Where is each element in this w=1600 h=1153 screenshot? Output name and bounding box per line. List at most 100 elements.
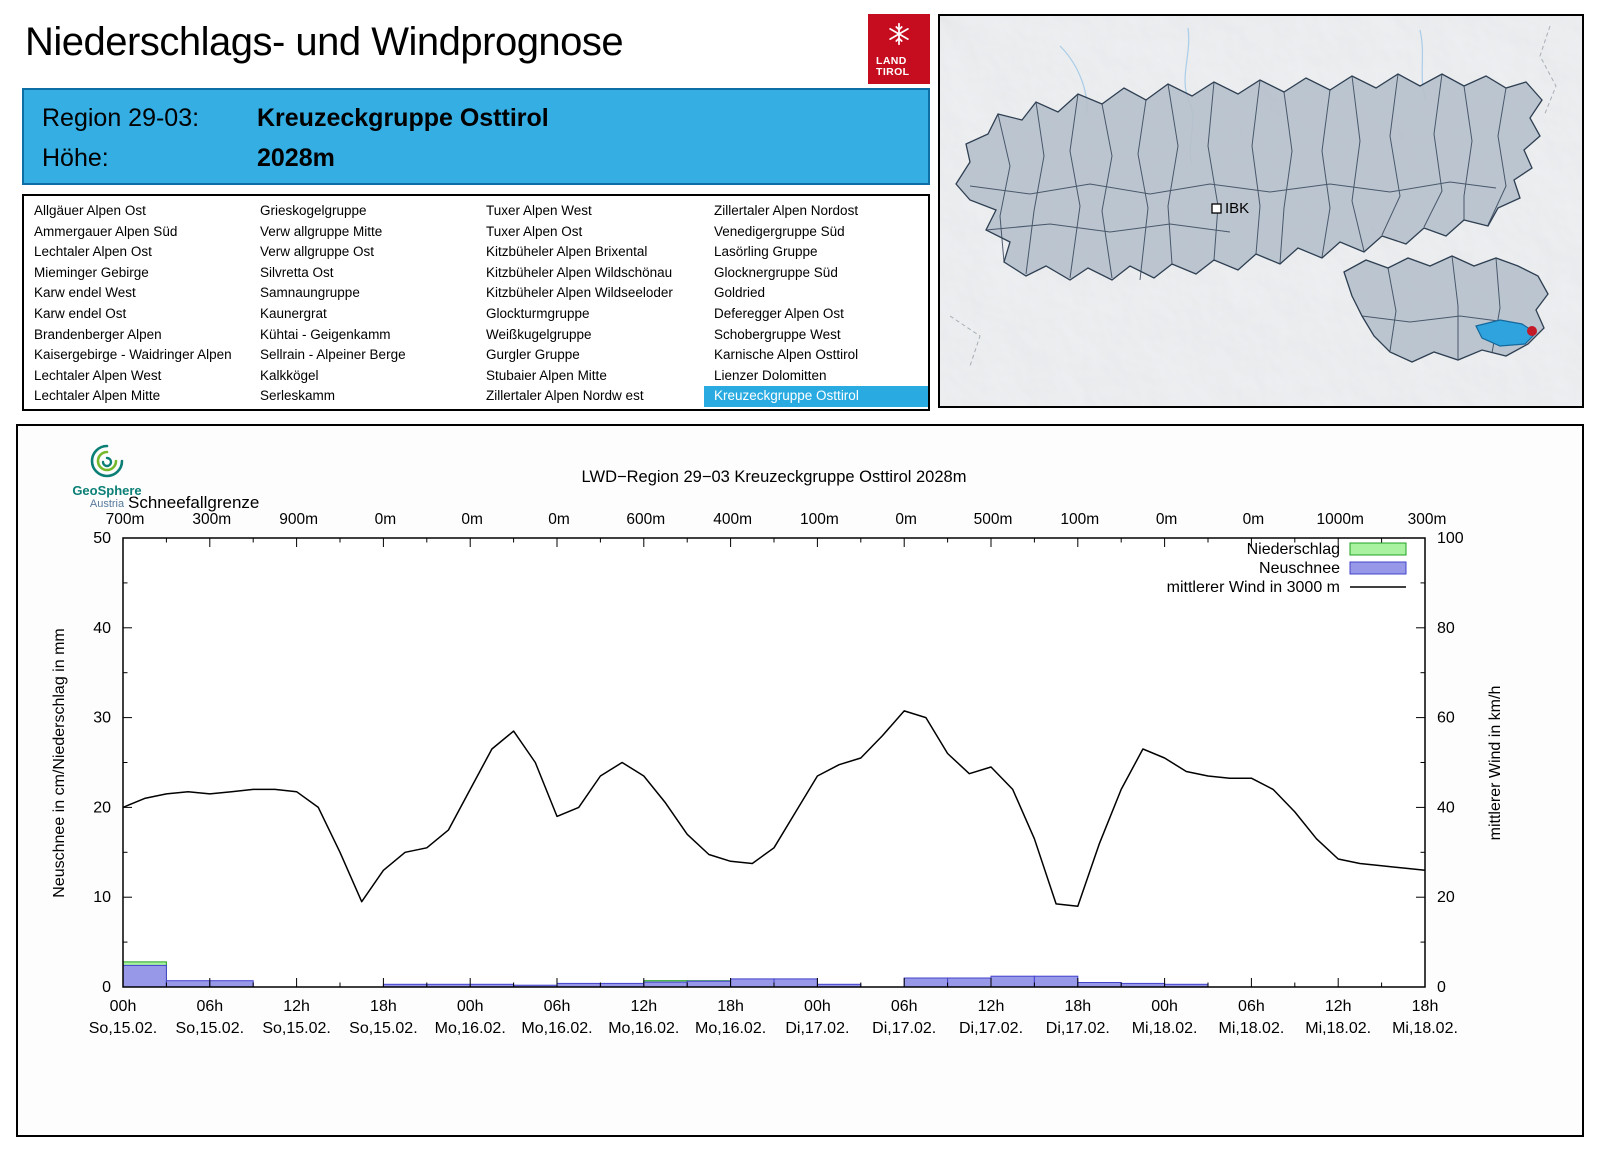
region-value: Kreuzeckgruppe Osttirol <box>257 103 549 132</box>
region-list-item[interactable]: Verw allgruppe Ost <box>260 244 375 260</box>
region-list-item[interactable]: Brandenberger Alpen <box>34 326 162 342</box>
svg-text:1000m: 1000m <box>1316 511 1363 528</box>
region-list-column: Grieskogelgruppe Verw allgruppe Mitte Verw… <box>250 201 476 407</box>
region-list-item[interactable]: Kaisergebirge - Waidringer Alpen <box>34 347 232 363</box>
svg-text:100m: 100m <box>800 511 839 528</box>
region-list-item[interactable]: Venedigergruppe Süd <box>714 223 845 239</box>
svg-text:Di,17.02.: Di,17.02. <box>1046 1020 1110 1037</box>
svg-text:18h: 18h <box>1064 998 1091 1015</box>
right-axis-title: mittlerer Wind in km/h <box>1487 686 1504 841</box>
region-list-item[interactable]: Goldried <box>714 285 766 301</box>
region-list-item[interactable]: Allgäuer Alpen Ost <box>34 203 146 218</box>
svg-text:Mo,16.02.: Mo,16.02. <box>435 1020 506 1037</box>
svg-text:So,15.02.: So,15.02. <box>176 1020 245 1037</box>
region-list-item[interactable]: Karw endel Ost <box>34 305 127 321</box>
region-list-item-selected[interactable]: Kreuzeckgruppe Osttirol <box>704 386 928 407</box>
svg-text:80: 80 <box>1437 620 1455 637</box>
region-list-item[interactable]: Stubaier Alpen Mitte <box>486 367 607 383</box>
svg-text:12h: 12h <box>978 998 1005 1015</box>
svg-text:So,15.02.: So,15.02. <box>89 1020 158 1037</box>
svg-text:Di,17.02.: Di,17.02. <box>785 1020 849 1037</box>
svg-text:18h: 18h <box>370 998 397 1015</box>
region-list-item[interactable]: Kitzbüheler Alpen Wildseeloder <box>486 285 673 301</box>
geosphere-sub: Austria <box>89 498 125 510</box>
region-list-item[interactable]: Kalkkögel <box>260 367 319 383</box>
region-list-item[interactable]: Lechtaler Alpen Ost <box>34 244 152 260</box>
ibk-label: IBK <box>1225 200 1249 217</box>
location-dot <box>1527 326 1537 336</box>
svg-text:Niederschlag: Niederschlag <box>1247 541 1340 558</box>
region-label: Region 29-03: <box>42 103 200 132</box>
svg-text:400m: 400m <box>713 511 752 528</box>
wind-line <box>122 710 1426 907</box>
svg-text:100: 100 <box>1437 530 1464 547</box>
page-title: Niederschlags- und Windprognose <box>25 20 624 64</box>
north-tirol-shape <box>955 73 1543 281</box>
region-list-item[interactable]: Serleskamm <box>260 388 336 404</box>
region-list-item[interactable]: Lienzer Dolomitten <box>714 367 827 383</box>
region-list-column: Allgäuer Alpen Ost Ammergauer Alpen Süd Le… <box>24 201 250 407</box>
map-regions[interactable] <box>955 73 1549 363</box>
region-list-item[interactable]: Karw endel West <box>34 285 136 301</box>
svg-text:0m: 0m <box>1243 511 1265 528</box>
snowline-label: Schneefallgrenze <box>128 493 259 512</box>
svg-text:So,15.02.: So,15.02. <box>262 1020 331 1037</box>
geosphere-name: GeoSphere <box>72 483 142 498</box>
region-list-item[interactable]: Tuxer Alpen Ost <box>486 223 583 239</box>
snowflake-icon <box>889 22 909 46</box>
svg-text:06h: 06h <box>544 998 571 1015</box>
region-list-item[interactable]: Lasörling Gruppe <box>714 244 818 260</box>
plot-area <box>123 538 1425 987</box>
region-list-item[interactable]: Ammergauer Alpen Süd <box>34 223 178 239</box>
region-list-item[interactable]: Zillertaler Alpen Nordost <box>714 203 859 218</box>
selected-region-shape[interactable] <box>1475 319 1537 347</box>
svg-text:12h: 12h <box>630 998 657 1015</box>
region-list-item[interactable]: Gurgler Gruppe <box>486 347 580 363</box>
region-list-item[interactable]: Karnische Alpen Osttirol <box>714 347 859 363</box>
region-list-item[interactable]: Glockturmgruppe <box>486 305 590 321</box>
svg-text:Mo,16.02.: Mo,16.02. <box>521 1020 592 1037</box>
region-list-item[interactable]: Mieminger Gebirge <box>34 264 149 280</box>
chart-title: LWD−Region 29−03 Kreuzeckgruppe Osttirol… <box>582 468 967 486</box>
region-list: Allgäuer Alpen Ost Ammergauer Alpen Süd Le… <box>22 194 930 411</box>
altitude-value: 2028m <box>257 143 335 172</box>
region-list-item[interactable]: Deferegger Alpen Ost <box>714 305 844 321</box>
svg-text:700m: 700m <box>106 511 145 528</box>
region-list-item[interactable]: Weißkugelgruppe <box>486 326 592 342</box>
svg-text:Mo,16.02.: Mo,16.02. <box>695 1020 766 1037</box>
region-list-item[interactable]: Kitzbüheler Alpen Brixental <box>486 244 648 260</box>
region-list-item[interactable]: Silvretta Ost <box>260 264 334 280</box>
svg-text:0m: 0m <box>461 511 483 528</box>
svg-text:900m: 900m <box>279 511 318 528</box>
region-list-item[interactable]: Kitzbüheler Alpen Wildschönau <box>486 264 673 280</box>
svg-text:mittlerer Wind in 3000 m: mittlerer Wind in 3000 m <box>1167 579 1340 596</box>
svg-text:40: 40 <box>1437 799 1455 816</box>
region-list-item[interactable]: Tuxer Alpen West <box>486 203 592 218</box>
region-list-item[interactable]: Glocknergruppe Süd <box>714 264 838 280</box>
svg-text:0m: 0m <box>375 511 397 528</box>
region-list-item[interactable]: Verw allgruppe Mitte <box>260 223 383 239</box>
svg-text:40: 40 <box>93 620 111 637</box>
region-list-item[interactable]: Lechtaler Alpen Mitte <box>34 388 161 404</box>
region-list-item[interactable]: Samnaungruppe <box>260 285 360 301</box>
forecast-chart: 0 10 20 30 40 50 0 20 40 60 80 100 00h So,15.02. 06h So… <box>51 468 1504 1037</box>
region-list-column: Tuxer Alpen West Tuxer Alpen Ost Kitzbühel… <box>476 201 704 407</box>
region-list-column: Zillertaler Alpen Nordost Venedigergruppe… <box>704 201 928 407</box>
region-list-item[interactable]: Sellrain - Alpeiner Berge <box>260 347 406 363</box>
svg-text:12h: 12h <box>1325 998 1352 1015</box>
svg-text:Mi,18.02.: Mi,18.02. <box>1132 1020 1198 1037</box>
region-list-item[interactable]: Kühtai - Geigenkamm <box>260 326 391 342</box>
svg-text:50: 50 <box>93 530 111 547</box>
svg-text:Neuschnee: Neuschnee <box>1259 560 1340 577</box>
svg-text:Mo,16.02.: Mo,16.02. <box>608 1020 679 1037</box>
svg-text:So,15.02.: So,15.02. <box>349 1020 418 1037</box>
svg-text:0: 0 <box>102 979 111 996</box>
region-list-item[interactable]: Schobergruppe West <box>714 326 841 342</box>
region-list-item[interactable]: Kaunergrat <box>260 305 327 321</box>
svg-text:06h: 06h <box>1238 998 1265 1015</box>
region-list-item[interactable]: Zillertaler Alpen Nordw est <box>486 388 644 404</box>
svg-text:300m: 300m <box>1408 511 1447 528</box>
region-list-item[interactable]: Grieskogelgruppe <box>260 203 367 218</box>
svg-text:500m: 500m <box>974 511 1013 528</box>
region-list-item[interactable]: Lechtaler Alpen West <box>34 367 162 383</box>
